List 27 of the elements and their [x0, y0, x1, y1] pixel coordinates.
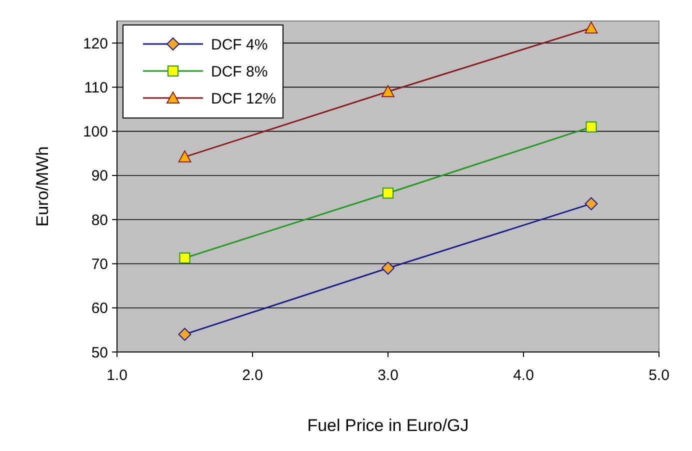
point — [178, 328, 192, 341]
x-tick-label: 3.0 — [378, 367, 398, 384]
legend-label: DCF 4% — [211, 36, 268, 54]
y-tick-label: 100 — [82, 124, 108, 141]
point — [586, 121, 597, 132]
y-axis-title: Euro/MWh — [33, 146, 52, 227]
point — [584, 197, 598, 210]
point — [382, 85, 394, 98]
y-tick-label: 50 — [91, 344, 108, 362]
y-tick-label: 80 — [91, 212, 108, 229]
x-tick-label: 4.0 — [513, 367, 534, 384]
y-tick-label: 120 — [82, 35, 108, 52]
x-tick-label: 1.0 — [106, 367, 128, 384]
point — [584, 22, 598, 34]
point — [382, 188, 394, 199]
legend-label: DCF 8% — [211, 63, 268, 80]
x-tick-label: 5.0 — [648, 367, 670, 384]
point — [179, 252, 190, 264]
legend-label: DCF 12% — [211, 90, 276, 108]
point — [382, 262, 394, 275]
y-tick-label: 70 — [91, 256, 108, 273]
point — [178, 150, 192, 162]
y-tick-label: 60 — [91, 300, 108, 318]
x-axis-title: Fuel Price in Euro/GJ — [307, 416, 469, 435]
y-tick-label: 90 — [91, 168, 108, 185]
y-tick-label: 110 — [84, 79, 108, 96]
x-tick-label: 2.0 — [242, 367, 263, 384]
